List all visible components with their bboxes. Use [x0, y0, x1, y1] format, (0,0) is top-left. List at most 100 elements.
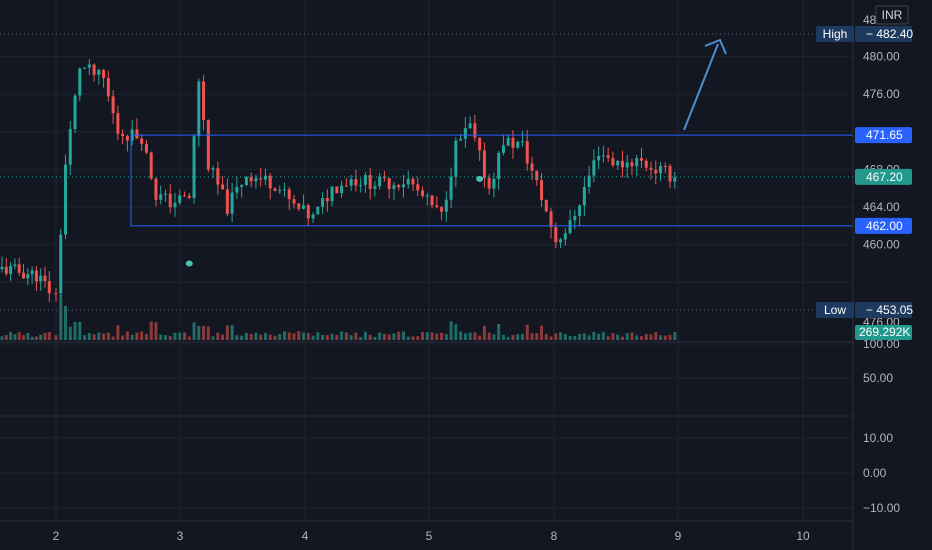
volume-bar-129 [611, 332, 615, 340]
high-label: High [823, 27, 848, 41]
volume-bar-0 [0, 336, 4, 340]
candle-body-97 [459, 138, 463, 141]
candle-body-39 [183, 195, 187, 197]
volume-bar-53 [249, 333, 253, 340]
volume-bar-139 [659, 335, 663, 340]
volume-bar-108 [511, 334, 515, 340]
candle-body-115 [544, 199, 548, 212]
volume-bar-66 [311, 335, 315, 340]
candle-body-99 [468, 123, 472, 129]
low-label-box [816, 302, 854, 318]
volume-bar-132 [625, 333, 629, 340]
candle-body-128 [606, 155, 610, 158]
volume-bar-113 [535, 333, 539, 340]
candle-body-119 [563, 233, 567, 240]
marker-dot-0 [185, 260, 193, 267]
volume-bar-12 [54, 335, 58, 340]
candle-body-121 [573, 215, 577, 221]
candle-body-74 [349, 179, 353, 186]
volume-bar-98 [463, 333, 467, 340]
high-tag [855, 26, 912, 42]
candle-body-29 [135, 129, 139, 139]
volume-bar-88 [416, 336, 420, 340]
volume-bar-19 [87, 332, 91, 340]
volume-bar-93 [440, 332, 444, 340]
candle-body-65 [306, 205, 310, 219]
candle-body-52 [244, 176, 248, 186]
candle-body-134 [635, 158, 639, 167]
candle-body-38 [178, 195, 182, 203]
volume-bar-39 [183, 332, 187, 340]
candle-body-117 [554, 227, 558, 243]
volume-bar-141 [668, 334, 672, 340]
volume-bar-38 [178, 332, 182, 340]
volume-bar-28 [130, 334, 134, 340]
candle-body-43 [202, 81, 206, 120]
candle-body-6 [26, 274, 30, 279]
oscillator-tick-0: 10.00 [863, 431, 893, 445]
volume-bar-22 [102, 333, 106, 340]
candle-body-139 [659, 166, 663, 174]
candle-body-31 [144, 143, 148, 153]
volume-bar-121 [573, 335, 577, 340]
volume-bar-10 [43, 332, 47, 340]
volume-bar-63 [297, 331, 301, 340]
volume-bar-100 [473, 332, 477, 340]
candle-body-42 [197, 81, 201, 137]
volume-bar-60 [282, 331, 286, 340]
volume-bar-130 [616, 334, 620, 340]
candle-body-106 [501, 145, 505, 153]
volume-bar-33 [154, 322, 158, 340]
volume-bar-20 [92, 334, 96, 340]
volume-bar-71 [335, 334, 339, 340]
candle-body-34 [159, 194, 163, 200]
candle-body-136 [644, 160, 648, 168]
volume-bar-2 [9, 331, 13, 340]
candle-body-109 [516, 141, 520, 148]
volume-bar-107 [506, 336, 510, 340]
volume-bar-128 [606, 336, 610, 340]
volume-bar-45 [211, 336, 215, 340]
candle-body-73 [344, 185, 348, 187]
volume-bar-26 [121, 335, 125, 340]
candle-body-25 [116, 113, 120, 134]
volume-bar-73 [344, 332, 348, 340]
candle-body-17 [78, 68, 82, 96]
volume-bar-29 [135, 332, 139, 340]
volume-tag [855, 325, 912, 340]
volume-bar-65 [306, 333, 310, 340]
candle-body-48 [225, 189, 229, 214]
candle-body-127 [601, 155, 605, 157]
candle-body-19 [87, 64, 91, 68]
candle-body-131 [620, 160, 624, 168]
candle-body-101 [478, 137, 482, 151]
currency-badge[interactable] [875, 5, 909, 25]
candle-body-118 [559, 239, 563, 243]
candle-body-125 [592, 160, 596, 176]
candle-body-76 [359, 184, 363, 186]
volume-bar-23 [106, 332, 110, 340]
volume-bar-90 [425, 332, 429, 340]
candle-body-55 [259, 178, 263, 180]
candle-body-5 [22, 272, 25, 279]
candle-body-114 [540, 180, 544, 200]
volume-bar-68 [321, 334, 325, 340]
candle-body-116 [549, 211, 553, 228]
candle-body-14 [64, 164, 68, 235]
candle-body-96 [454, 140, 458, 177]
volume-bar-47 [221, 334, 225, 340]
volume-bar-81 [382, 333, 386, 340]
volume-bar-142 [673, 331, 677, 340]
volume-bar-92 [435, 333, 439, 340]
candle-body-57 [268, 175, 272, 189]
volume-bar-102 [482, 325, 486, 340]
volume-bar-111 [525, 324, 529, 340]
candle-body-122 [578, 205, 582, 216]
oscillator-tick-2: −10.00 [863, 501, 900, 515]
x-tick-2: 2 [53, 529, 60, 543]
candles[interactable] [0, 59, 677, 302]
volume-bar-79 [373, 336, 377, 340]
volume-bar-72 [340, 331, 344, 340]
candle-body-23 [106, 78, 110, 97]
